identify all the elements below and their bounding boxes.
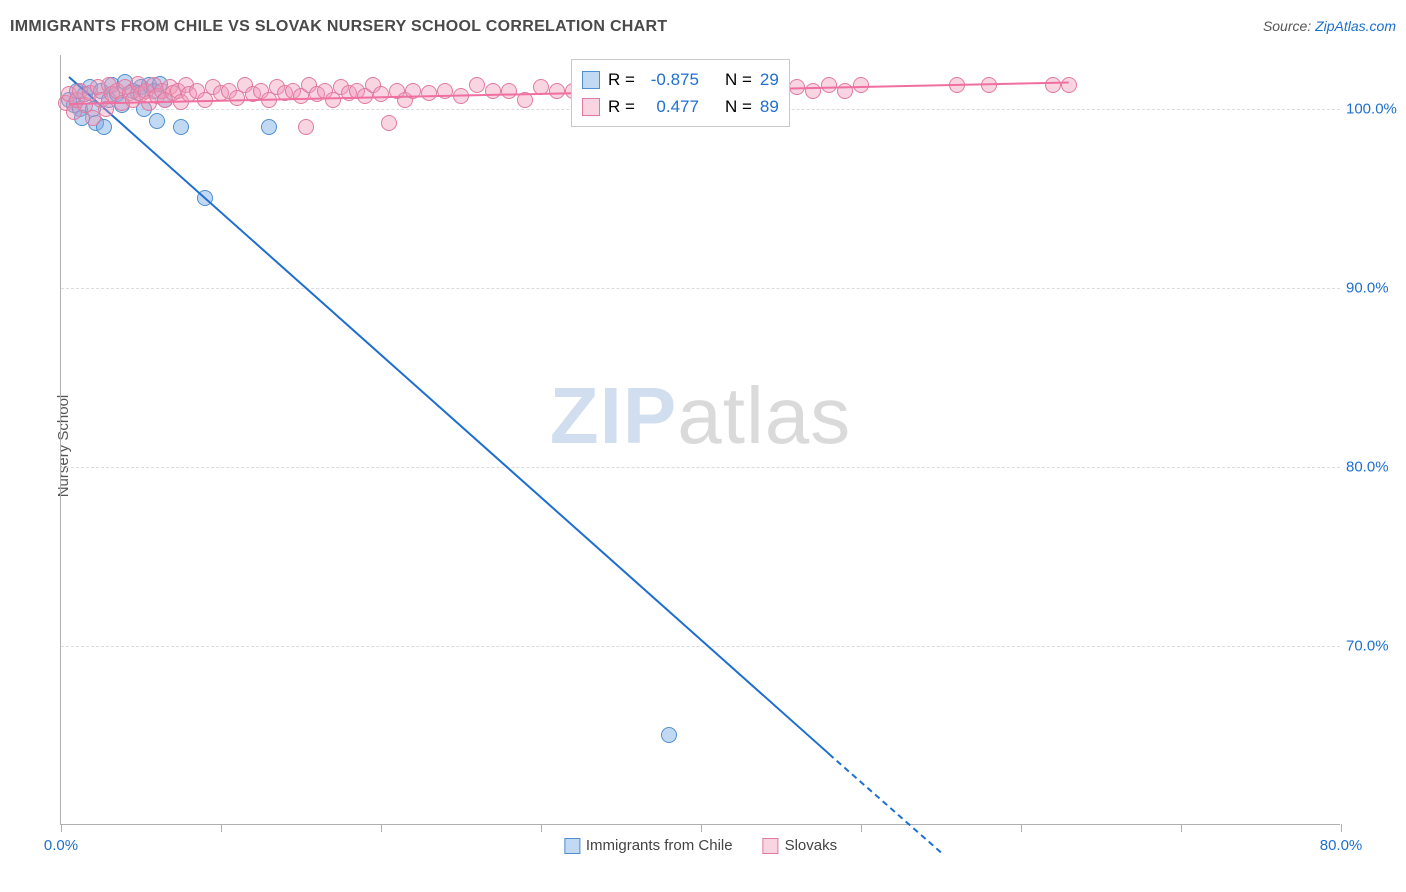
y-tick-label: 100.0% — [1346, 100, 1406, 117]
data-point-slovaks — [501, 83, 517, 99]
data-point-slovaks — [485, 83, 501, 99]
data-point-slovaks — [981, 77, 997, 93]
n-value-slovaks: 89 — [760, 93, 779, 120]
gridline-h — [61, 467, 1340, 468]
swatch-chile — [582, 71, 600, 89]
data-point-slovaks — [1061, 77, 1077, 93]
x-tick-label: 0.0% — [44, 837, 78, 854]
x-tick — [541, 824, 542, 832]
data-point-chile — [149, 113, 165, 129]
chart-title: IMMIGRANTS FROM CHILE VS SLOVAK NURSERY … — [10, 18, 667, 35]
data-point-slovaks — [1045, 77, 1061, 93]
data-point-slovaks — [373, 86, 389, 102]
legend-swatch-chile — [564, 838, 580, 854]
y-tick-label: 70.0% — [1346, 637, 1406, 654]
x-tick — [1181, 824, 1182, 832]
y-tick-label: 90.0% — [1346, 279, 1406, 296]
legend-item-slovaks: Slovaks — [763, 837, 838, 854]
trend-line-dash-chile — [828, 754, 941, 854]
legend-swatch-slovaks — [763, 838, 779, 854]
x-tick — [861, 824, 862, 832]
data-point-slovaks — [298, 119, 314, 135]
gridline-h — [61, 646, 1340, 647]
stats-row-chile: R = -0.875 N = 29 — [582, 66, 779, 93]
data-point-slovaks — [469, 77, 485, 93]
x-tick — [1341, 824, 1342, 832]
source-link[interactable]: ZipAtlas.com — [1315, 18, 1396, 34]
data-point-slovaks — [421, 85, 437, 101]
data-point-slovaks — [821, 77, 837, 93]
x-tick — [1021, 824, 1022, 832]
x-tick — [381, 824, 382, 832]
r-label: R = — [608, 93, 635, 120]
x-tick — [61, 824, 62, 832]
data-point-slovaks — [381, 115, 397, 131]
watermark-text-b: atlas — [677, 371, 851, 460]
r-value-chile: -0.875 — [643, 66, 699, 93]
data-point-chile — [173, 119, 189, 135]
correlation-stats-box: R = -0.875 N = 29 R = 0.477 N = 89 — [571, 59, 790, 127]
source-prefix: Source: — [1263, 18, 1315, 34]
gridline-h — [61, 288, 1340, 289]
n-label: N = — [725, 66, 752, 93]
swatch-slovaks — [582, 98, 600, 116]
n-label: N = — [725, 93, 752, 120]
trend-line-chile — [68, 77, 829, 755]
x-tick — [221, 824, 222, 832]
scatter-plot-area: ZIPatlas Immigrants from Chile Slovaks 7… — [60, 55, 1340, 825]
r-value-slovaks: 0.477 — [643, 93, 699, 120]
data-point-slovaks — [549, 83, 565, 99]
r-label: R = — [608, 66, 635, 93]
legend-item-chile: Immigrants from Chile — [564, 837, 733, 854]
legend-label-chile: Immigrants from Chile — [586, 837, 733, 854]
x-tick-label: 80.0% — [1320, 837, 1363, 854]
y-tick-label: 80.0% — [1346, 458, 1406, 475]
data-point-chile — [661, 727, 677, 743]
data-point-slovaks — [805, 83, 821, 99]
stats-row-slovaks: R = 0.477 N = 89 — [582, 93, 779, 120]
n-value-chile: 29 — [760, 66, 779, 93]
legend-label-slovaks: Slovaks — [785, 837, 838, 854]
watermark-logo: ZIPatlas — [550, 370, 851, 462]
legend: Immigrants from Chile Slovaks — [564, 837, 837, 854]
x-tick — [701, 824, 702, 832]
watermark-text-a: ZIP — [550, 371, 677, 460]
data-point-chile — [261, 119, 277, 135]
source-attribution: Source: ZipAtlas.com — [1263, 18, 1396, 34]
